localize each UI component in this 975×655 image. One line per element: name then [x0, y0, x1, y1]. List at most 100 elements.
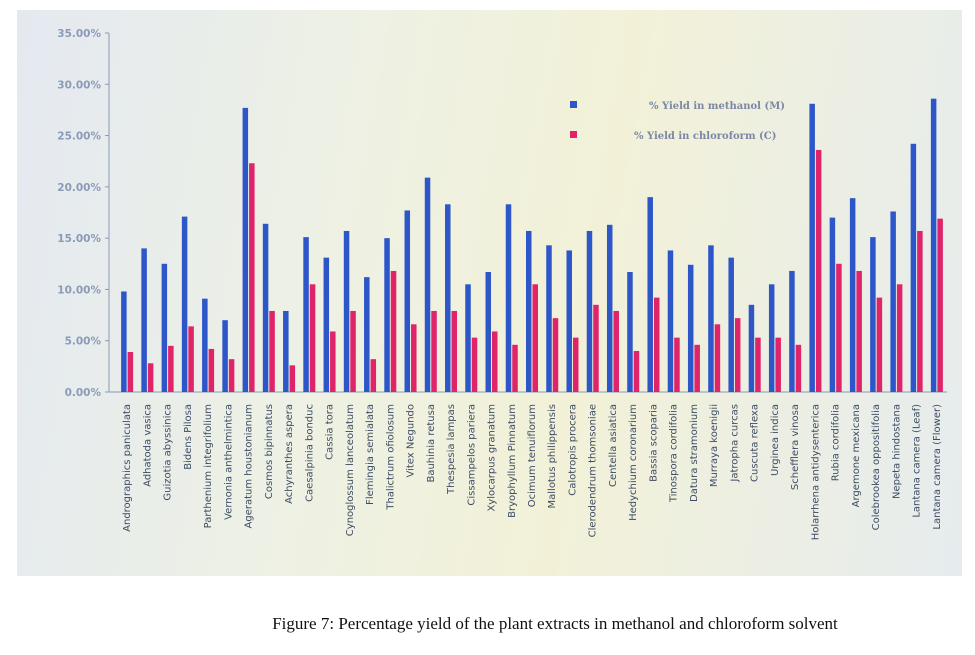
bar-methanol [526, 230, 532, 392]
bar-chloroform [755, 337, 761, 392]
category-label: Schefflera vinosa [790, 404, 801, 490]
bar-methanol [687, 264, 694, 392]
bar-chloroform [653, 297, 660, 392]
bar-chloroform [208, 348, 215, 392]
bar-chloroform [714, 324, 721, 392]
legend-swatch-chloroform [570, 131, 577, 138]
bar-methanol [849, 198, 856, 392]
category-label: Parthenium integrifolium [203, 404, 214, 528]
y-tick-label: 25.00% [57, 131, 101, 143]
category-label: Colebrookea oppositifolia [871, 404, 882, 530]
bar-methanol [404, 210, 411, 392]
bar-methanol [870, 237, 876, 392]
bar-chloroform [228, 359, 235, 392]
category-label: Vernonia anthelmintica [223, 404, 234, 520]
y-tick-label: 15.00% [57, 233, 101, 245]
bar-methanol [384, 238, 390, 392]
category-label: Cuscuta reflexa [750, 404, 761, 482]
bar-methanol [829, 217, 836, 392]
category-label: Adhatoda vasica [142, 404, 153, 487]
chart-legend: % Yield in methanol (M) % Yield in chlor… [570, 101, 785, 142]
bar-methanol [161, 263, 168, 392]
legend-label-methanol: % Yield in methanol (M) [649, 101, 785, 112]
category-label: Andrographics paniculata [122, 404, 133, 532]
category-label: Rubia cordifolia [831, 404, 842, 481]
bar-chloroform [411, 324, 417, 392]
bar-chloroform [168, 345, 174, 392]
bar-methanol [890, 211, 896, 392]
category-label: Nepeta hindostana [891, 404, 902, 499]
category-label: Guizotia abyssinica [163, 404, 174, 501]
bar-chart: 0.00% 5.00% 10.00% 15.00% 20.00% 25.00% 30.00%… [57, 28, 947, 540]
bar-chloroform [937, 218, 943, 392]
bar-chloroform [249, 163, 255, 392]
category-label: Murraya koenigii [709, 404, 720, 487]
legend-swatch-methanol [570, 101, 577, 108]
category-label: Datura stramonium [689, 404, 700, 502]
chart-bars [121, 98, 943, 393]
bar-methanol [505, 204, 512, 392]
category-label: Thespesia lampas [446, 404, 457, 495]
y-tick-label: 5.00% [65, 336, 102, 348]
bar-chloroform [734, 318, 741, 392]
bar-chloroform [532, 284, 538, 392]
bar-methanol [647, 197, 653, 392]
bar-chloroform [694, 344, 700, 392]
category-label: Argemone mexicana [851, 404, 862, 507]
y-tick-label: 30.00% [57, 79, 101, 91]
bar-chloroform [795, 344, 802, 392]
bar-chloroform [815, 149, 822, 392]
bar-methanol [343, 230, 350, 392]
category-label: Vitex Negundo [406, 404, 417, 478]
bar-chloroform [431, 310, 437, 392]
category-label: Bassia scoparia [648, 404, 659, 482]
category-label: Cissampelos pariera [466, 404, 477, 506]
bar-chloroform [633, 350, 640, 392]
category-label: Clerodendrum thomsoniae [588, 404, 599, 537]
bar-methanol [465, 284, 471, 392]
category-label: Mallotus philippensis [547, 404, 558, 508]
bar-chloroform [512, 344, 518, 392]
y-tick-label: 20.00% [57, 182, 101, 194]
bar-methanol [627, 271, 633, 392]
category-label: Xylocarpus granatum [487, 404, 498, 512]
y-tick-label: 35.00% [57, 28, 101, 40]
bar-methanol [242, 107, 249, 393]
bar-chloroform [370, 359, 377, 392]
bar-methanol [667, 250, 674, 392]
bar-methanol [485, 271, 492, 392]
legend-label-chloroform: % Yield in chloroform (C) [634, 131, 776, 142]
bar-methanol [606, 224, 613, 392]
category-label: Cosmos bipinnatus [264, 404, 275, 499]
y-tick-label: 10.00% [57, 284, 101, 296]
category-label: Bryophyllum Pinnatum [507, 404, 518, 518]
bar-chloroform [613, 310, 619, 392]
bar-chloroform [836, 263, 842, 392]
bar-chloroform [492, 331, 498, 392]
bar-chloroform [269, 310, 275, 392]
bar-methanol [768, 284, 775, 392]
category-label: Hedychium coronarium [628, 404, 639, 521]
bar-chloroform [917, 230, 923, 392]
bar-methanol [728, 257, 734, 392]
y-tick-label: 0.00% [65, 387, 102, 399]
category-label: Achyranthes aspera [284, 404, 295, 504]
bar-methanol [789, 270, 795, 392]
bar-methanol [202, 298, 208, 392]
bar-chloroform [896, 284, 903, 392]
bar-chloroform [451, 310, 458, 392]
bar-chloroform [127, 351, 134, 392]
bar-chloroform [674, 337, 680, 392]
category-label: Calotropis procera [567, 404, 578, 496]
bar-methanol [222, 320, 228, 392]
bar-methanol [910, 143, 917, 392]
bar-chloroform [572, 337, 579, 392]
bar-methanol [364, 277, 370, 392]
category-label: Thalictrum ofiolosum [385, 404, 396, 511]
bar-methanol [546, 245, 552, 392]
category-label: Tinospora cordifolia [669, 404, 680, 503]
bar-chloroform [390, 270, 397, 392]
bar-methanol [121, 291, 127, 392]
category-label: Cassia tora [325, 404, 336, 460]
bar-methanol [566, 250, 572, 392]
